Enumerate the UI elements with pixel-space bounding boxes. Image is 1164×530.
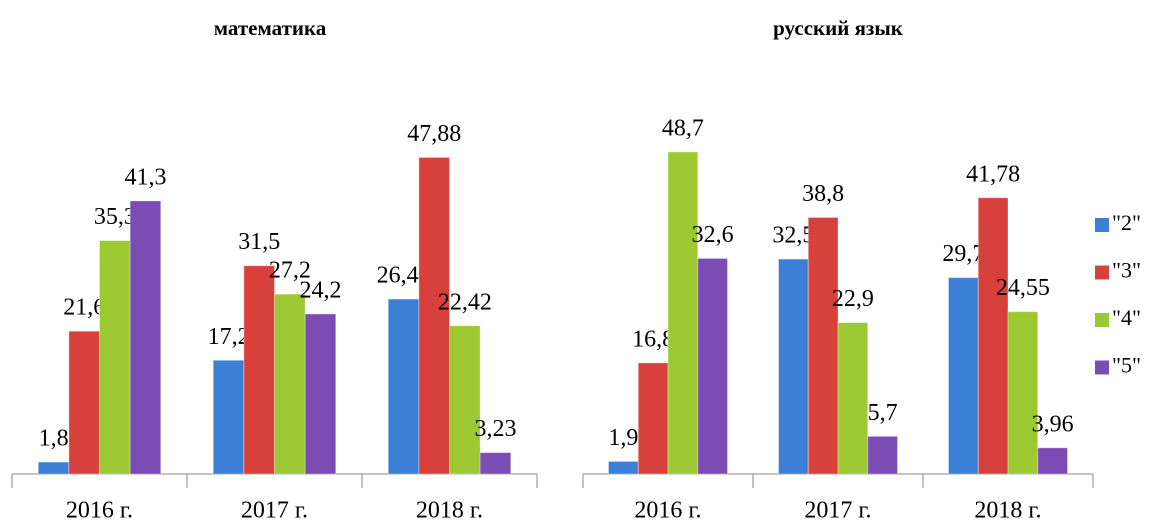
data-label: 17,2 [208,324,250,350]
x-tick-label: 2018 г. [974,498,1041,524]
bar [637,362,669,475]
bar [667,151,699,475]
data-label: 16,8 [632,326,674,352]
x-tick-label: 2017 г. [804,498,871,524]
x-tick-label: 2017 г. [241,498,308,524]
data-label: 24,2 [299,277,341,303]
bar [449,325,481,475]
bar [418,156,450,475]
bar [807,216,839,475]
data-label: 48,7 [662,116,704,142]
data-label: 47,88 [407,121,461,147]
bar [243,265,275,475]
bar [479,452,512,475]
bar [387,298,420,475]
data-label: 5,7 [868,400,898,426]
data-label: 27,2 [269,258,311,284]
data-label: 32,5 [772,223,814,249]
bar [837,322,869,475]
bar [948,277,979,475]
bar [304,313,337,475]
bar [697,257,728,475]
data-label: 3,96 [1032,411,1074,437]
legend-label: "3" [1112,258,1141,283]
x-tick-label: 2018 г. [416,498,483,524]
bar [977,197,1009,475]
data-label: 22,42 [438,289,492,315]
data-label: 24,55 [996,275,1050,301]
bar [1037,447,1068,475]
bar [1007,311,1039,475]
bar [778,258,809,475]
data-label: 1,9 [608,425,638,451]
legend-swatch [1095,265,1109,280]
data-label: 3,23 [474,416,516,442]
data-label: 1,8 [39,426,69,452]
bar [212,359,245,475]
data-label: 38,8 [802,181,844,207]
data-label: 22,9 [832,286,874,312]
data-label: 35,3 [94,204,136,230]
bar [37,461,70,475]
x-tick-label: 2016 г. [634,498,701,524]
bar [274,293,306,475]
legend-swatch [1095,218,1109,232]
data-label: 32,6 [692,222,734,248]
legend-swatch [1095,313,1109,327]
data-label: 41,3 [124,164,166,190]
data-label: 29,7 [942,241,984,267]
data-label: 21,6 [63,295,105,321]
legend-label: "4" [1112,305,1141,330]
legend-label: "5" [1112,353,1141,378]
bar [129,200,162,475]
data-label: 41,78 [966,161,1020,187]
x-tick-label: 2016 г. [66,498,133,524]
bar [99,240,131,475]
bar [867,435,898,475]
data-label: 31,5 [238,229,280,255]
chart-title: математика [214,16,327,40]
bar [608,460,639,475]
legend-label: "2" [1112,210,1141,235]
chart-title: русский язык [773,16,904,40]
legend-swatch [1095,360,1109,375]
bar [68,330,100,475]
